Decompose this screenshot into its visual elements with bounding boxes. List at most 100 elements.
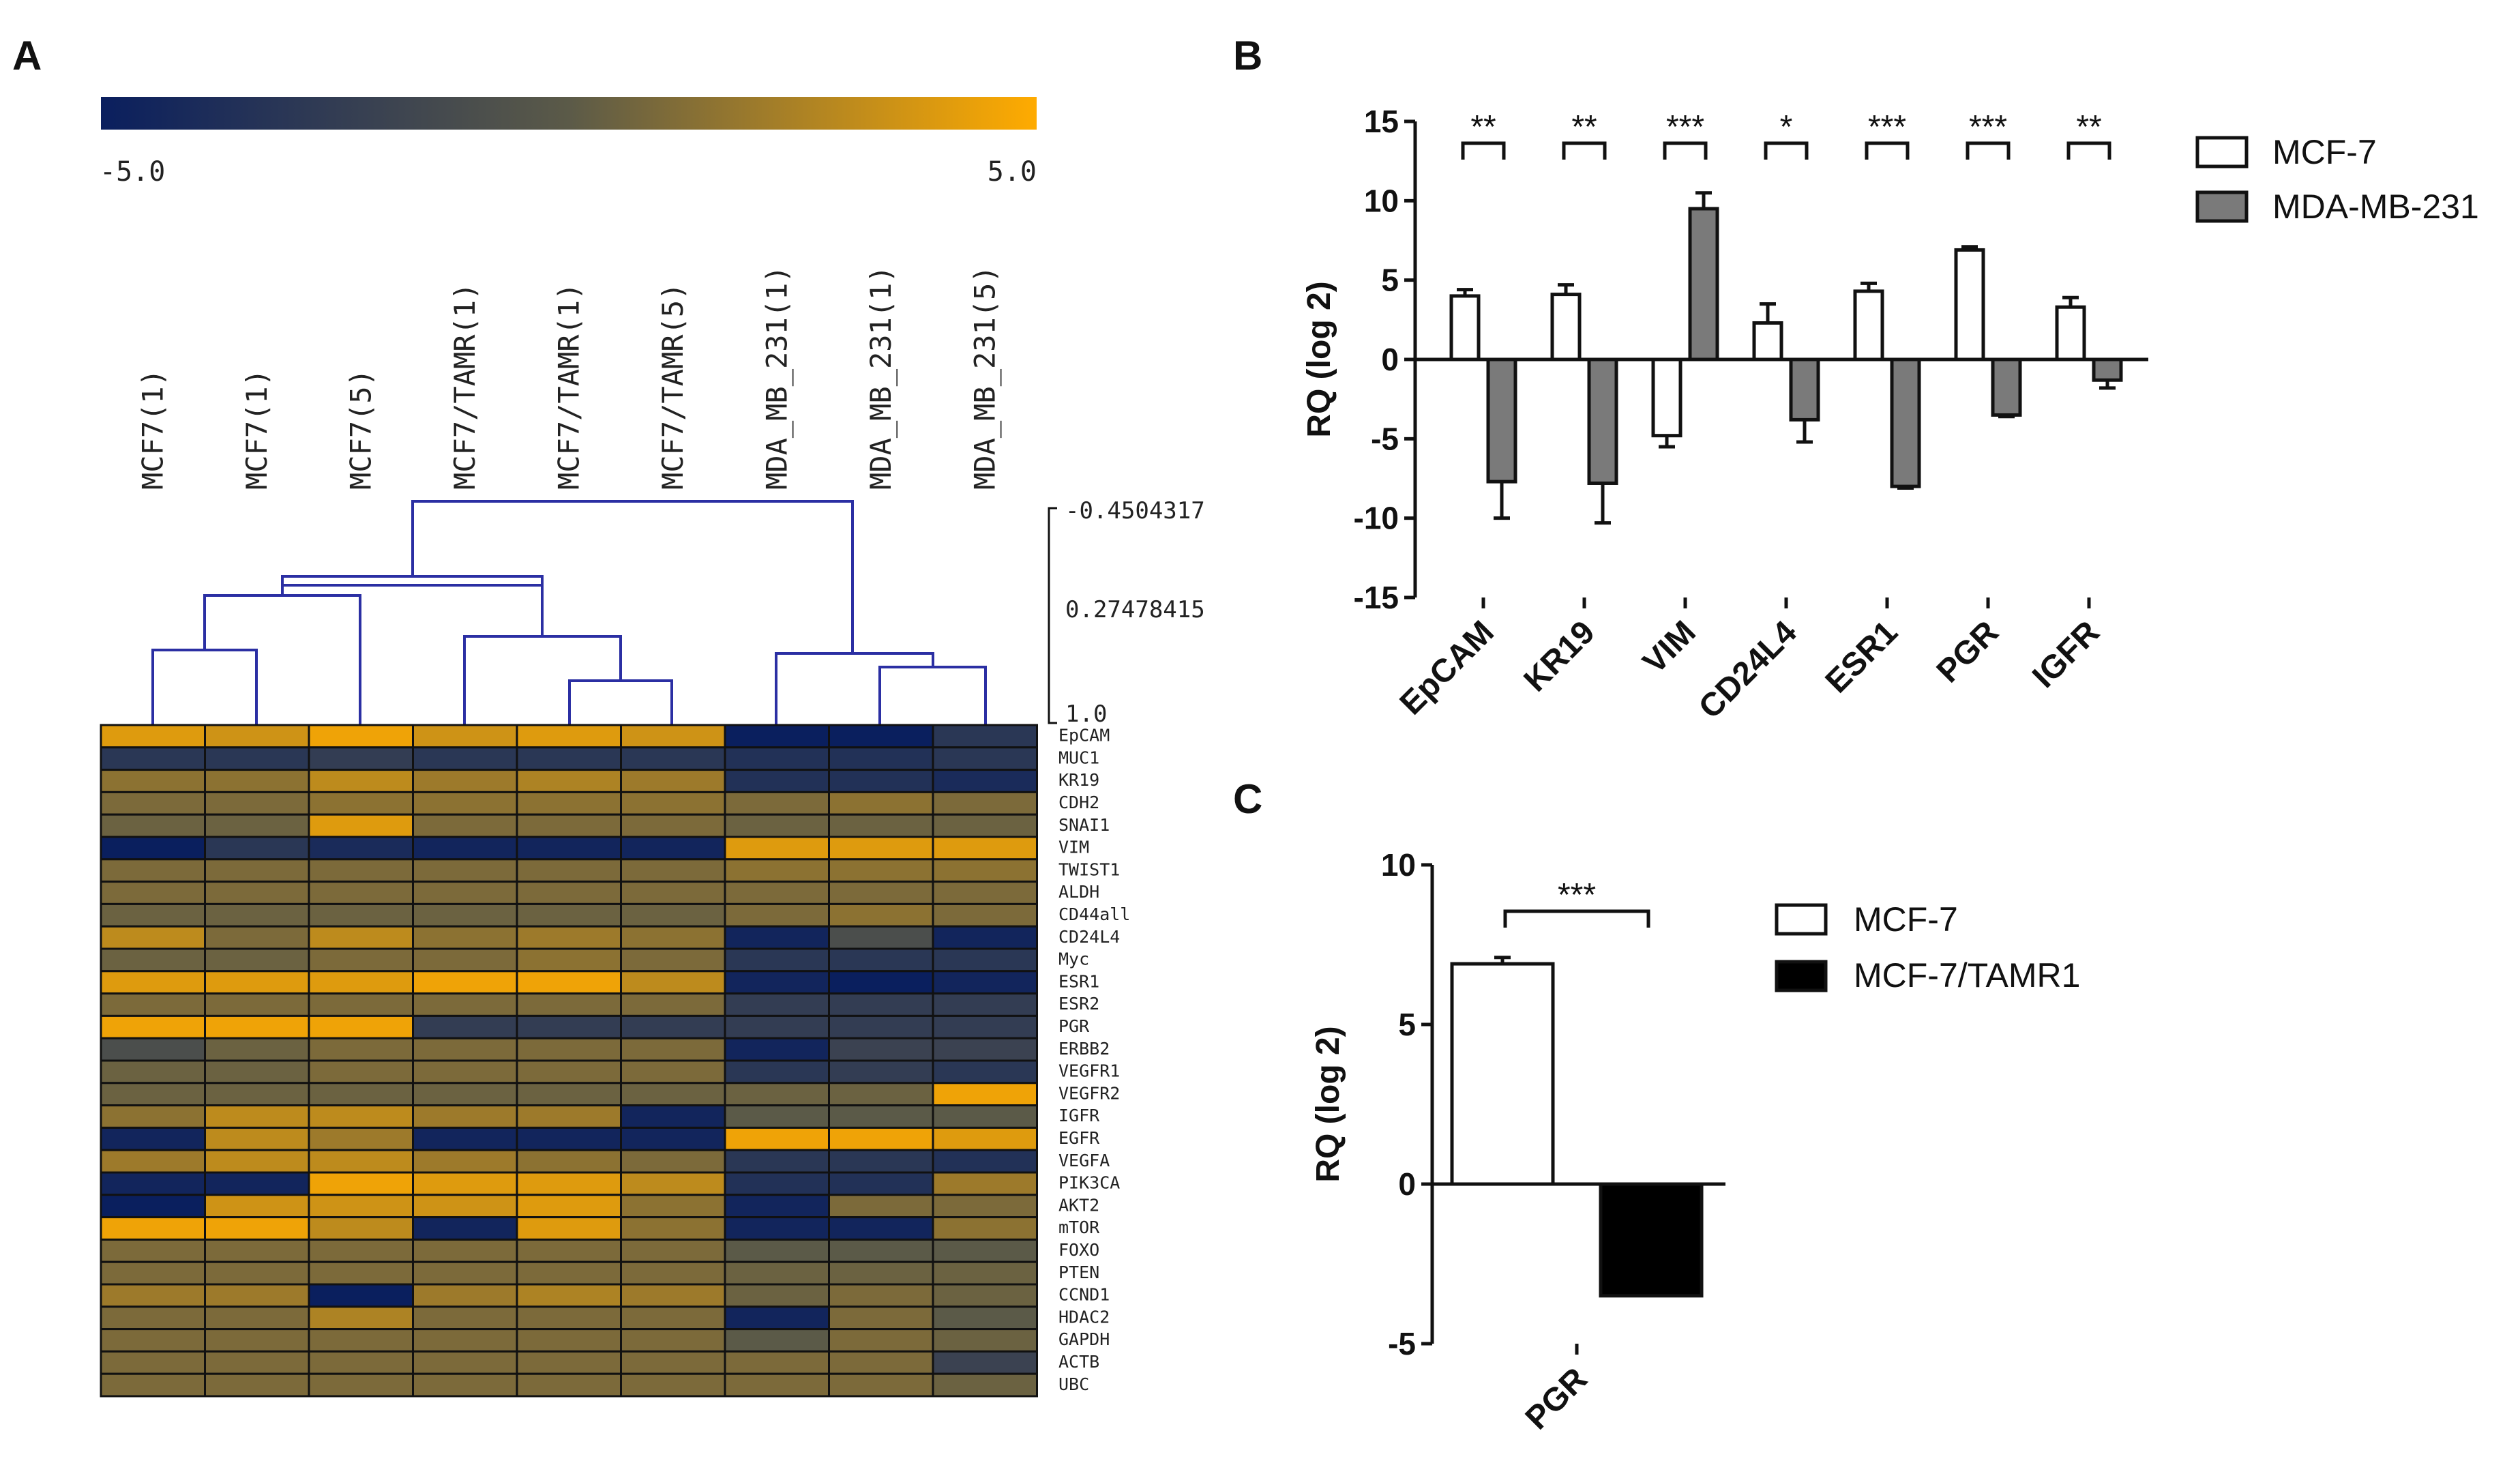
heatmap-cell xyxy=(620,724,726,749)
heatmap-cell xyxy=(724,1126,830,1151)
heatmap-cell xyxy=(620,992,726,1017)
heatmap-cell xyxy=(100,970,206,995)
gene-label: UBC xyxy=(1058,1374,1089,1394)
heatmap-cell xyxy=(412,902,518,928)
heatmap-cell xyxy=(204,1082,310,1107)
heatmap-cell xyxy=(620,858,726,883)
x-category-label: ESR1 xyxy=(1819,614,1905,700)
significance-stars: *** xyxy=(1868,109,1906,145)
heatmap-cell xyxy=(516,746,622,771)
heatmap-cell xyxy=(308,1372,414,1398)
heatmap-cell xyxy=(204,1014,310,1039)
heatmap-cell xyxy=(204,1216,310,1241)
legend-swatch-mcf7-c xyxy=(1775,903,1828,936)
heatmap-cell xyxy=(100,769,206,793)
heatmap-cell xyxy=(620,769,726,793)
panel-b-bars xyxy=(1449,191,2123,525)
y-tick-label: 5 xyxy=(1381,263,1399,298)
heatmap-cell xyxy=(932,1260,1038,1286)
heatmap-cell xyxy=(308,1194,414,1219)
heatmap-cell xyxy=(100,1082,206,1107)
heatmap-cell xyxy=(308,1260,414,1286)
heatmap-cell xyxy=(828,902,934,928)
heatmap-cell xyxy=(308,746,414,771)
heatmap-cell xyxy=(932,1104,1038,1129)
heatmap-cell xyxy=(100,902,206,928)
heatmap-cell xyxy=(100,1104,206,1129)
panel-c-ylabel: RQ (log 2) xyxy=(1310,1026,1346,1182)
heatmap-cell xyxy=(932,1082,1038,1107)
heatmap-cell xyxy=(620,970,726,995)
heatmap-cell xyxy=(100,1305,206,1331)
heatmap-cell xyxy=(516,1194,622,1219)
heatmap-cell xyxy=(412,881,518,905)
sample-label: MCF7/TAMR(5) xyxy=(656,283,690,490)
panel-a-heatmap: -5.0 5.0 MCF7(1) MCF7(1) MCF7(5) MCF7/TAMR(… xyxy=(100,97,1205,1398)
heatmap-cell xyxy=(620,881,726,905)
heatmap-cell xyxy=(100,1328,206,1353)
heatmap-cell xyxy=(204,1171,310,1196)
x-category-label: VIM xyxy=(1636,614,1703,681)
colorbar xyxy=(101,97,1037,130)
heatmap-cell xyxy=(828,947,934,973)
heatmap-cell xyxy=(100,992,206,1017)
heatmap-cell xyxy=(620,1104,726,1129)
heatmap-cell xyxy=(204,947,310,973)
significance-stars: ** xyxy=(1571,109,1597,145)
significance-bracket xyxy=(1562,141,1607,160)
significance-bracket xyxy=(2066,141,2111,160)
heatmap-cell xyxy=(724,1328,830,1353)
bar xyxy=(1550,293,1582,361)
heatmap-cell xyxy=(308,1350,414,1375)
heatmap-cell xyxy=(100,1014,206,1039)
heatmap-cell xyxy=(828,813,934,838)
heatmap-cell xyxy=(828,992,934,1017)
heatmap-cell xyxy=(620,1216,726,1241)
panel-c-label: C xyxy=(1233,776,1262,822)
gene-label: CD44all xyxy=(1058,904,1130,924)
heatmap-cell xyxy=(308,970,414,995)
colorbar-max-label: 5.0 xyxy=(988,156,1037,188)
heatmap-cell xyxy=(308,1328,414,1353)
heatmap-cell xyxy=(620,947,726,973)
heatmap-cell xyxy=(308,1014,414,1039)
heatmap-cell xyxy=(412,970,518,995)
y-tick-label: -5 xyxy=(1371,421,1399,456)
gene-label: ALDH xyxy=(1058,882,1099,902)
heatmap-cell xyxy=(620,1260,726,1286)
heatmap-cell xyxy=(204,836,310,861)
heatmap-cell xyxy=(516,1350,622,1375)
heatmap-cell xyxy=(412,791,518,816)
heatmap-cell xyxy=(100,1149,206,1174)
dendro-scale-mid: 0.27478415 xyxy=(1065,596,1205,623)
heatmap-cell xyxy=(100,881,206,905)
gene-label: CDH2 xyxy=(1058,793,1099,812)
heatmap-cell xyxy=(516,1014,622,1039)
heatmap-cell xyxy=(204,769,310,793)
significance-stars: *** xyxy=(1969,109,2007,145)
heatmap-cell xyxy=(620,1082,726,1107)
bar xyxy=(1651,357,1683,438)
heatmap-cell xyxy=(724,992,830,1017)
dendro-scale-bottom: 1.0 xyxy=(1065,700,1107,728)
heatmap-cell xyxy=(828,1037,934,1062)
heatmap-cell xyxy=(516,925,622,950)
heatmap-cell xyxy=(100,1372,206,1398)
heatmap-cell xyxy=(828,1305,934,1331)
heatmap-cell xyxy=(724,813,830,838)
heatmap-cell xyxy=(308,769,414,793)
bar xyxy=(2055,305,2086,361)
heatmap-cell xyxy=(516,902,622,928)
gene-label: VIM xyxy=(1058,838,1089,857)
heatmap-cell xyxy=(620,1126,726,1151)
heatmap-cell xyxy=(516,813,622,838)
heatmap-cell xyxy=(308,1305,414,1331)
heatmap-cell xyxy=(308,813,414,838)
heatmap-cell xyxy=(724,925,830,950)
heatmap-cell xyxy=(516,881,622,905)
heatmap-cell xyxy=(412,925,518,950)
heatmap-cell xyxy=(724,947,830,973)
heatmap-cell xyxy=(204,1104,310,1129)
significance-bracket xyxy=(1966,141,2011,160)
heatmap-cell xyxy=(620,746,726,771)
